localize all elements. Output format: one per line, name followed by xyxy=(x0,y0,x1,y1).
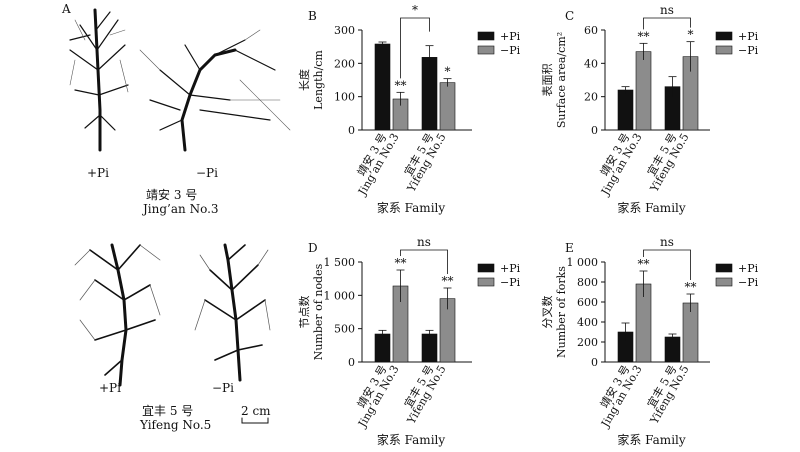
y-tick-label: 1 500 xyxy=(324,256,356,269)
bar-plus-pi xyxy=(374,43,391,131)
y-tick-label: 60 xyxy=(584,24,598,37)
significance-mark: ** xyxy=(638,29,650,43)
label-jingan-plus-pi: +Pi xyxy=(87,166,109,180)
y-axis-label-cn: 长度 xyxy=(297,69,311,91)
comparison-label: * xyxy=(412,3,418,17)
x-axis-label: 家系 Family xyxy=(377,200,446,215)
y-axis-label-en: Length/cm xyxy=(312,50,325,110)
legend-label: −Pi xyxy=(738,44,759,57)
label-yifeng-plus-pi: +Pi xyxy=(99,381,121,395)
legend-label: +Pi xyxy=(738,30,759,43)
significance-mark: ** xyxy=(638,257,650,271)
y-tick-label: 200 xyxy=(577,336,598,349)
legend-swatch-plus-pi xyxy=(477,31,495,41)
bar-plus-pi xyxy=(617,89,634,131)
panel-letter: E xyxy=(565,241,574,255)
y-tick-label: 1 000 xyxy=(324,289,356,302)
y-axis-label-en: Surface area/cm² xyxy=(555,32,568,128)
bar-minus-pi xyxy=(439,82,456,131)
y-tick-label: 800 xyxy=(577,276,598,289)
significance-mark: * xyxy=(688,28,694,42)
y-axis-label-en: Number of forks xyxy=(555,266,568,358)
comparison-label: ns xyxy=(417,235,431,249)
legend-swatch-minus-pi xyxy=(477,45,495,55)
comparison-label: ns xyxy=(660,235,674,249)
label-jingan-minus-pi: −Pi xyxy=(196,166,218,180)
y-tick-label: 1 000 xyxy=(567,256,599,269)
comparison-bracket xyxy=(400,249,448,274)
significance-mark: ** xyxy=(442,274,454,288)
comparison-label: ns xyxy=(660,3,674,17)
legend-swatch-plus-pi xyxy=(715,31,733,41)
panel-a-roots xyxy=(69,8,291,424)
significance-mark: * xyxy=(445,65,451,79)
legend-swatch-minus-pi xyxy=(715,45,733,55)
significance-mark: ** xyxy=(395,78,407,92)
legend-label: −Pi xyxy=(500,276,521,289)
y-tick-label: 20 xyxy=(584,91,598,104)
panel-letter: B xyxy=(308,9,317,23)
root-image-yifeng-plus xyxy=(74,243,161,387)
comparison-bracket xyxy=(643,249,691,280)
root-image-jingan-minus xyxy=(139,29,291,152)
legend-swatch-plus-pi xyxy=(477,263,495,273)
legend-label: −Pi xyxy=(500,44,521,57)
root-image-jingan-plus xyxy=(69,8,129,152)
y-axis-label-cn: 表面积 xyxy=(540,64,554,97)
y-tick-label: 100 xyxy=(334,91,355,104)
y-tick-label: 500 xyxy=(334,323,355,336)
x-axis-label: 家系 Family xyxy=(617,200,686,215)
root-image-yifeng-minus xyxy=(194,243,271,382)
y-tick-label: 600 xyxy=(577,296,598,309)
legend-label: +Pi xyxy=(500,262,521,275)
y-axis-label-en: Number of nodes xyxy=(312,263,325,360)
legend-swatch-minus-pi xyxy=(477,277,495,287)
y-tick-label: 400 xyxy=(577,316,598,329)
x-axis-label: 家系 Family xyxy=(617,432,686,447)
label-jingan-cn: 靖安 3 号 xyxy=(146,188,198,202)
panel-letter: D xyxy=(308,241,318,255)
chart-panel-e: E 0 200 400 600 800 1 000 分叉数 Number of forks ** *… xyxy=(541,235,759,447)
y-tick-label: 0 xyxy=(591,124,598,137)
significance-mark: ** xyxy=(395,256,407,270)
panel-a-letter: A xyxy=(62,2,71,16)
y-tick-label: 200 xyxy=(334,57,355,70)
label-yifeng-cn: 宜丰 5 号 xyxy=(142,404,194,418)
legend-swatch-minus-pi xyxy=(715,277,733,287)
y-tick-label: 0 xyxy=(348,124,355,137)
bar-plus-pi xyxy=(374,333,391,363)
y-axis-label-cn: 分叉数 xyxy=(541,296,554,329)
bar-plus-pi xyxy=(421,333,438,363)
label-yifeng-en: Yifeng No.5 xyxy=(140,418,212,432)
panel-letter: C xyxy=(565,9,574,23)
legend-label: +Pi xyxy=(738,262,759,275)
y-tick-label: 0 xyxy=(348,356,355,369)
bar-minus-pi xyxy=(635,51,652,131)
bar-plus-pi xyxy=(664,336,681,363)
label-yifeng-minus-pi: −Pi xyxy=(212,381,234,395)
x-axis-label: 家系 Family xyxy=(377,432,446,447)
legend-swatch-plus-pi xyxy=(715,263,733,273)
comparison-bracket xyxy=(400,17,430,79)
label-jingan-en: Jing’an No.3 xyxy=(143,202,219,216)
significance-mark: ** xyxy=(685,280,697,294)
legend-label: −Pi xyxy=(738,276,759,289)
y-tick-label: 0 xyxy=(591,356,598,369)
y-axis-label-cn: 节点数 xyxy=(298,296,311,329)
y-tick-label: 40 xyxy=(584,57,598,70)
scale-bar-label: 2 cm xyxy=(241,404,271,418)
scale-bar xyxy=(241,417,269,424)
y-tick-label: 300 xyxy=(334,24,355,37)
legend-label: +Pi xyxy=(500,30,521,43)
comparison-bracket xyxy=(643,17,691,30)
